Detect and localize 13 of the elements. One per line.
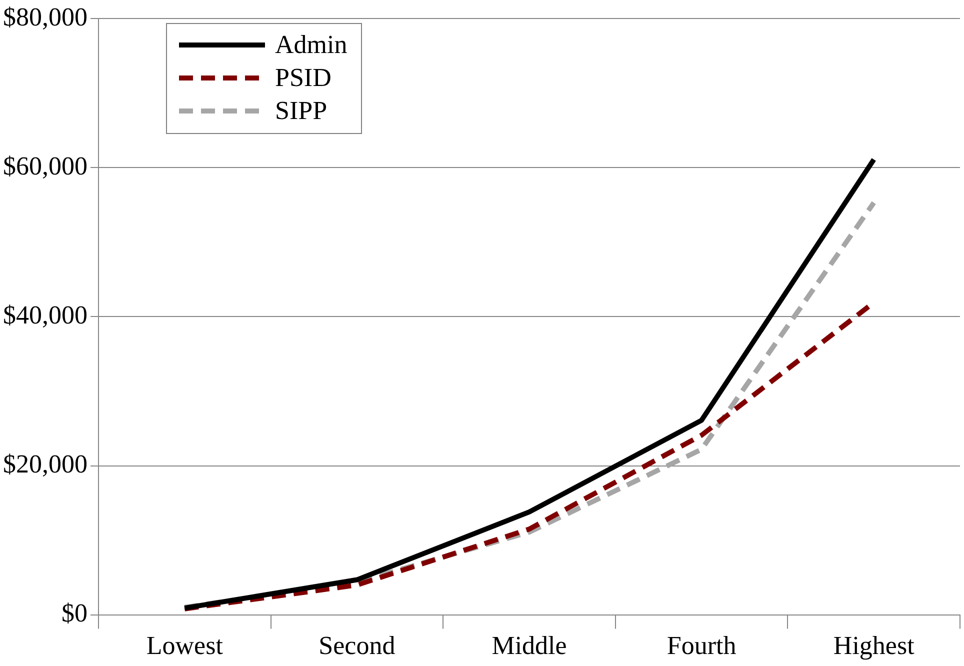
y-tick-label: $80,000 (3, 2, 88, 32)
x-tick-label: Fourth (666, 631, 736, 660)
legend-label: PSID (275, 62, 332, 92)
y-tick-label: $0 (62, 598, 88, 628)
y-tick-label: $60,000 (3, 151, 88, 180)
x-tick-label: Second (318, 631, 396, 660)
x-tick-label: Middle (492, 631, 567, 660)
y-tick-label: $40,000 (3, 300, 88, 330)
legend-label: Admin (275, 30, 348, 60)
x-tick-label: Lowest (146, 631, 224, 660)
legend-label: SIPP (275, 96, 328, 126)
y-tick-label: $20,000 (3, 450, 88, 479)
x-tick-label: Highest (833, 631, 916, 660)
